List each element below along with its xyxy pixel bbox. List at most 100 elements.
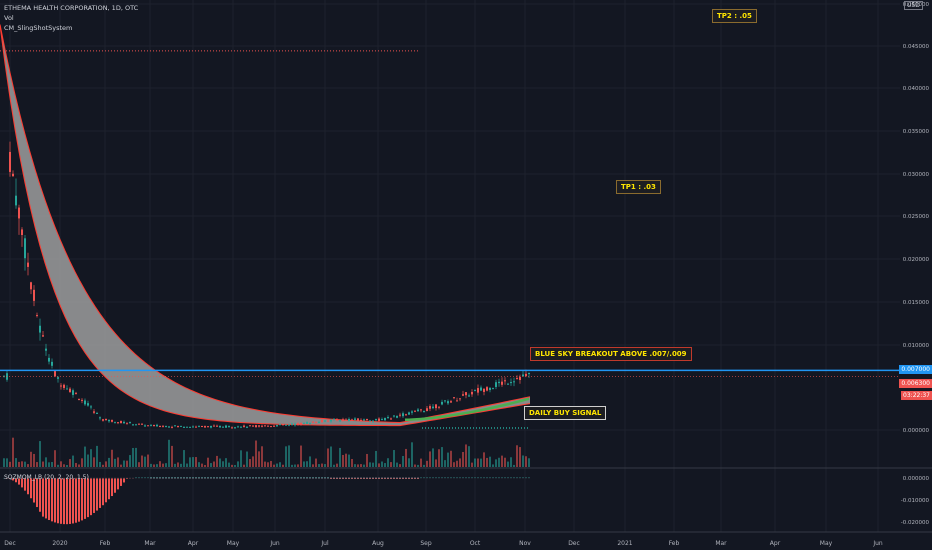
squeeze-dot [501, 477, 503, 479]
squeeze-dot [273, 477, 275, 479]
candle-body [177, 425, 179, 427]
candle-body [201, 426, 203, 428]
volume-bar [96, 445, 98, 467]
x-tick-label: Feb [669, 540, 680, 547]
squeeze-dot [216, 477, 218, 479]
x-tick-label: Apr [770, 540, 781, 547]
squeeze-dot [387, 477, 389, 479]
candle-body [264, 425, 266, 427]
x-tick-label: Mar [144, 540, 156, 547]
tp1-annotation[interactable]: TP1 : .03 [616, 180, 661, 194]
candle-body [525, 373, 527, 376]
volume-bar [453, 462, 455, 467]
candle-body [207, 426, 209, 428]
volume-bar [60, 461, 62, 467]
squeeze-dot [390, 477, 392, 479]
volume-bar [528, 458, 530, 467]
volume-bar [108, 457, 110, 467]
y-tick-label: 0.035000 [903, 129, 930, 135]
candle-body [504, 380, 506, 382]
band-fill [0, 24, 530, 426]
candle-body [450, 401, 452, 403]
candle-body [54, 371, 56, 377]
candle-body [171, 426, 173, 428]
volume-bar [516, 445, 518, 467]
volume-bar [99, 461, 101, 467]
currency-badge[interactable]: USD [904, 1, 923, 10]
momentum-bar [24, 478, 26, 491]
volume-bar [201, 463, 203, 467]
volume-bar [489, 456, 491, 467]
candle-body [234, 427, 236, 429]
volume-bar [357, 464, 359, 467]
squeeze-dot [369, 477, 371, 479]
squeeze-dot [60, 477, 62, 479]
candle-body [507, 383, 509, 385]
candle-body [150, 424, 152, 426]
volume-bar [213, 461, 215, 467]
candle-body [216, 425, 218, 427]
volume-bar [207, 457, 209, 467]
y-tick-label: 0.015000 [903, 300, 930, 306]
squeeze-dot [333, 477, 335, 479]
y-axis: 0.050000 0.045000 0.040000 0.035000 0.030000… [901, 2, 930, 526]
squeeze-dot [72, 477, 74, 479]
candle-body [339, 420, 341, 422]
squeeze-dot [135, 477, 137, 479]
squeeze-dot [381, 477, 383, 479]
volume-bar [300, 445, 302, 467]
candle-body [405, 414, 407, 416]
volume-bar [327, 448, 329, 467]
volume-bar [6, 458, 8, 467]
squeeze-dot [42, 477, 44, 479]
squeeze-dot [138, 477, 140, 479]
volume-bar [276, 463, 278, 467]
volume-bar [21, 461, 23, 467]
momentum-histogram [3, 477, 530, 525]
candle-body [516, 377, 518, 379]
squeeze-dot [492, 477, 494, 479]
volume-bar [144, 456, 146, 467]
candle-body [69, 388, 71, 393]
volume-bar [510, 457, 512, 467]
squeeze-dot [513, 477, 515, 479]
candle-body [468, 395, 470, 397]
candle-body [459, 398, 461, 400]
candle-body [243, 425, 245, 427]
candle-body [429, 406, 431, 409]
buy-signal-annotation[interactable]: DAILY BUY SIGNAL [524, 406, 607, 420]
volume-bar [303, 461, 305, 467]
squeeze-dot [282, 477, 284, 479]
candle-body [303, 423, 305, 425]
last-price-tag: 0.006300 [899, 379, 932, 388]
squeeze-dot [459, 477, 461, 479]
volume-bar [345, 453, 347, 467]
momentum-bar [12, 478, 14, 481]
breakout-annotation[interactable]: BLUE SKY BREAKOUT ABOVE .007/.009 [530, 347, 692, 361]
momentum-bar [63, 478, 65, 525]
volume-bar [165, 463, 167, 467]
squeeze-dot [159, 477, 161, 479]
candle-body [48, 357, 50, 362]
candle-body [123, 421, 125, 424]
candle-body [90, 406, 92, 408]
volume-bar [432, 448, 434, 467]
squeeze-dot [108, 477, 110, 479]
squeeze-dot [201, 477, 203, 479]
candle-body [117, 422, 119, 424]
candle-body [486, 387, 488, 391]
volume-bar [222, 461, 224, 467]
x-tick-label: Jun [269, 540, 280, 547]
momentum-bar [36, 478, 38, 508]
squeeze-dot [207, 477, 209, 479]
candle-body [255, 425, 257, 428]
candle-body [342, 419, 344, 421]
grid-lines [0, 0, 932, 533]
squeeze-dot [132, 477, 134, 479]
candle-body [267, 425, 269, 427]
squeeze-dot [213, 477, 215, 479]
tp2-annotation[interactable]: TP2 : .05 [712, 9, 757, 23]
candle-body [312, 421, 314, 423]
volume-bar [408, 458, 410, 467]
